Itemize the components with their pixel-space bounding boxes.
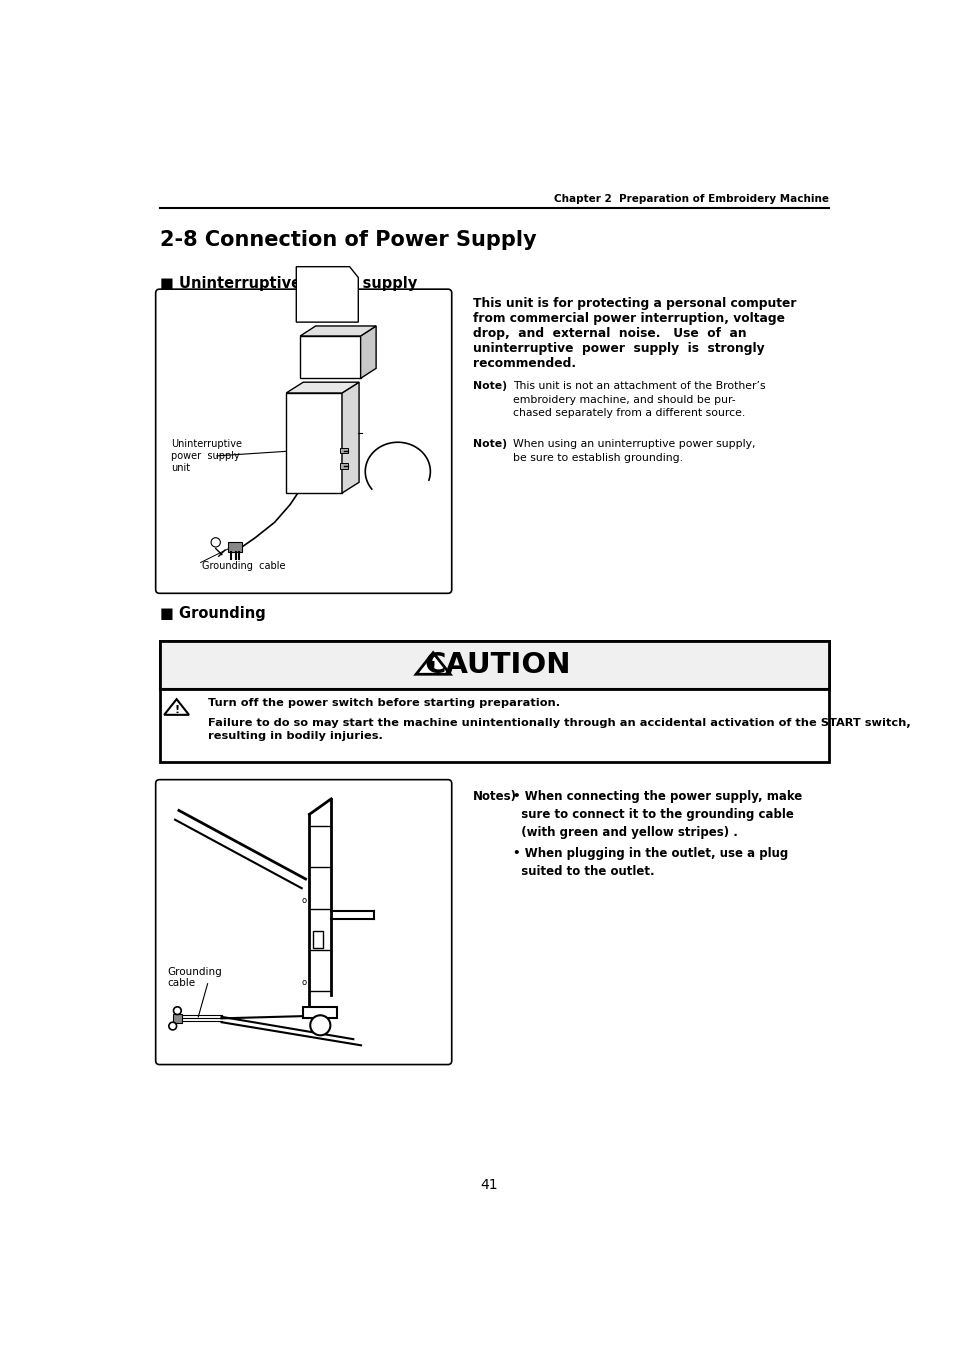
Text: Note): Note): [472, 439, 506, 449]
Circle shape: [169, 1023, 176, 1029]
Text: Failure to do so may start the machine unintentionally through an accidental act: Failure to do so may start the machine u…: [208, 719, 909, 742]
FancyBboxPatch shape: [340, 463, 348, 469]
FancyBboxPatch shape: [340, 449, 348, 454]
Polygon shape: [303, 1006, 337, 1019]
Text: !: !: [173, 705, 179, 715]
FancyBboxPatch shape: [313, 931, 323, 948]
FancyBboxPatch shape: [172, 1013, 182, 1023]
Text: Turn off the power switch before starting preparation.: Turn off the power switch before startin…: [208, 698, 559, 708]
Text: o: o: [301, 896, 306, 905]
Text: Uninterruptive
power  supply
unit: Uninterruptive power supply unit: [171, 439, 242, 473]
Text: Grounding
cable: Grounding cable: [167, 967, 222, 989]
Text: Chapter 2  Preparation of Embroidery Machine: Chapter 2 Preparation of Embroidery Mach…: [554, 193, 828, 204]
Text: 2-8 Connection of Power Supply: 2-8 Connection of Power Supply: [159, 230, 536, 250]
Text: drop,  and  external  noise.   Use  of  an: drop, and external noise. Use of an: [472, 327, 745, 340]
Polygon shape: [228, 542, 242, 553]
Polygon shape: [286, 382, 358, 393]
Polygon shape: [164, 700, 189, 715]
Text: Note): Note): [472, 381, 506, 392]
Text: This unit is not an attachment of the Brother’s
embroidery machine, and should b: This unit is not an attachment of the Br…: [513, 381, 764, 419]
Text: When using an uninterruptive power supply,
be sure to establish grounding.: When using an uninterruptive power suppl…: [513, 439, 755, 462]
Polygon shape: [296, 266, 358, 322]
FancyBboxPatch shape: [155, 780, 452, 1065]
Text: CAUTION: CAUTION: [424, 651, 571, 680]
Text: from commercial power interruption, voltage: from commercial power interruption, volt…: [472, 312, 783, 324]
Polygon shape: [360, 326, 375, 378]
Text: uninterruptive  power  supply  is  strongly: uninterruptive power supply is strongly: [472, 342, 763, 355]
FancyBboxPatch shape: [159, 642, 828, 689]
Text: • When plugging in the outlet, use a plug
  suited to the outlet.: • When plugging in the outlet, use a plu…: [513, 847, 787, 878]
Polygon shape: [300, 326, 375, 336]
Circle shape: [310, 1016, 330, 1035]
Circle shape: [211, 538, 220, 547]
Polygon shape: [300, 336, 360, 378]
Text: Notes): Notes): [472, 790, 517, 802]
Text: ■ Uninterruptive power supply: ■ Uninterruptive power supply: [159, 276, 416, 290]
Text: o: o: [301, 978, 306, 988]
Polygon shape: [416, 653, 450, 674]
FancyBboxPatch shape: [155, 289, 452, 593]
Text: • When connecting the power supply, make
  sure to connect it to the grounding c: • When connecting the power supply, make…: [513, 790, 801, 839]
Text: recommended.: recommended.: [472, 357, 576, 370]
Polygon shape: [342, 382, 358, 493]
Circle shape: [173, 1006, 181, 1015]
Polygon shape: [286, 393, 342, 493]
Text: 41: 41: [479, 1178, 497, 1193]
FancyBboxPatch shape: [159, 642, 828, 762]
Text: ■ Grounding: ■ Grounding: [159, 607, 265, 621]
Text: !: !: [430, 661, 436, 674]
Text: This unit is for protecting a personal computer: This unit is for protecting a personal c…: [472, 297, 796, 309]
Text: Grounding  cable: Grounding cable: [202, 562, 285, 571]
